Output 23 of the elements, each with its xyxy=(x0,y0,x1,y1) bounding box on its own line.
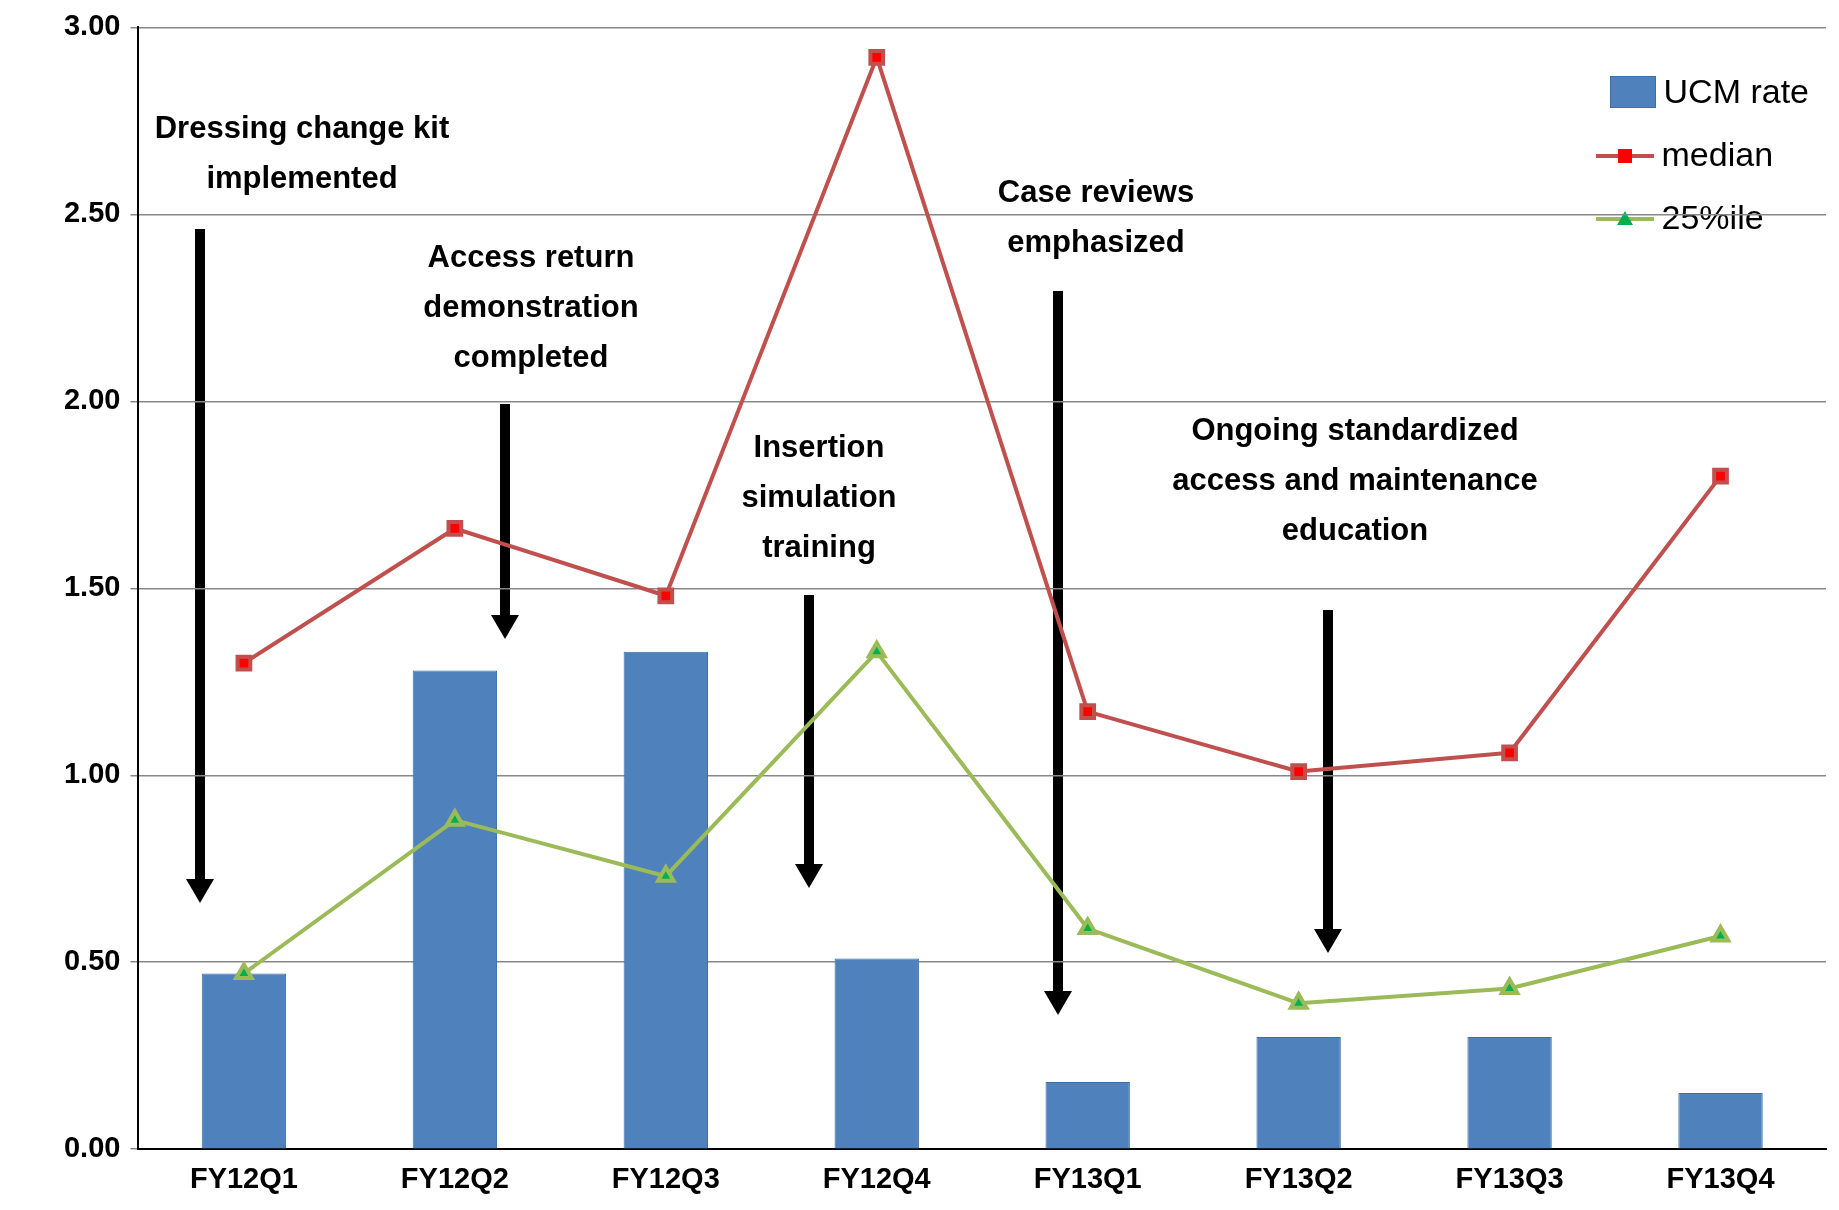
x-tick-label: FY12Q1 xyxy=(189,1161,298,1194)
x-tick-label: FY12Q2 xyxy=(400,1161,509,1194)
y-tick-label: 0.50 xyxy=(63,944,121,977)
legend-label: 25%ile xyxy=(1661,198,1764,237)
annotation: Insertion simulation training xyxy=(740,428,898,566)
y-tick-label: 1.50 xyxy=(63,570,121,603)
x-tick-label: FY13Q4 xyxy=(1666,1161,1775,1194)
y-tick-label: 2.50 xyxy=(63,196,121,229)
x-tick-label: FY13Q1 xyxy=(1033,1161,1142,1194)
y-tick-label: 3.00 xyxy=(63,9,121,42)
x-tick-label: FY13Q3 xyxy=(1455,1161,1564,1194)
y-tick-label: 2.00 xyxy=(63,383,121,416)
x-tick-label: FY13Q2 xyxy=(1244,1161,1353,1194)
x-tick-label: FY12Q3 xyxy=(611,1161,720,1194)
x-tick-label: FY12Q4 xyxy=(822,1161,931,1194)
y-tick-label: 1.00 xyxy=(63,757,121,790)
annotation: Ongoing standardized access and maintenance education xyxy=(1171,411,1539,549)
y-tick-label: 0.00 xyxy=(63,1131,121,1164)
annotation: Access return demonstration completed xyxy=(422,238,640,376)
annotation: Dressing change kit implemented xyxy=(153,109,451,197)
legend-label: UCM rate xyxy=(1663,72,1809,111)
annotation: Case reviews emphasized xyxy=(996,173,1196,261)
legend-label: median xyxy=(1661,135,1774,174)
